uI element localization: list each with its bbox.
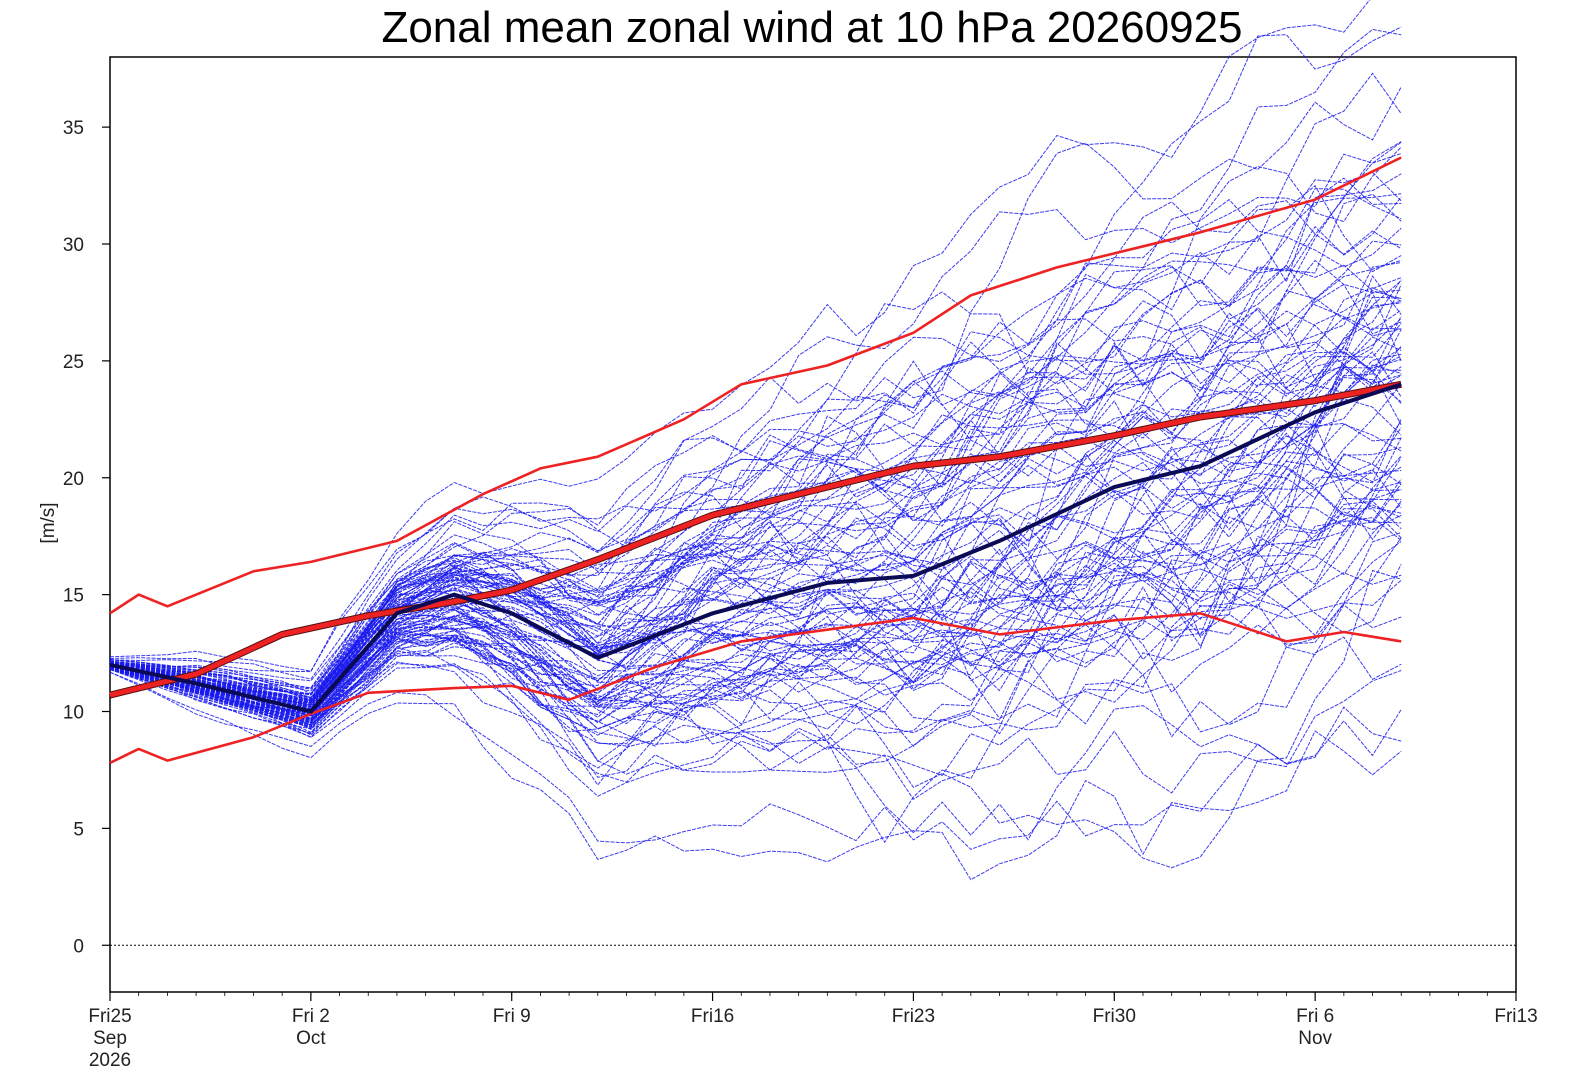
x-tick-label: Fri25 <box>88 1006 131 1027</box>
ensemble-member-line <box>109 541 1402 708</box>
ensemble-member-line <box>109 424 1402 715</box>
ensemble-member-line <box>109 465 1402 731</box>
y-tick-label: 10 <box>63 703 84 724</box>
plot-frame <box>109 56 1517 993</box>
ensemble-member-line <box>109 283 1402 717</box>
x-tick-label: Fri 2 <box>292 1006 330 1027</box>
ensemble-member-line <box>109 671 1402 881</box>
ensemble-member-line <box>109 26 1402 672</box>
ensemble-member-line <box>109 451 1402 720</box>
ensemble-members <box>109 0 1402 881</box>
ensemble-member-line <box>109 367 1402 722</box>
x-tick-label: 2026 <box>89 1050 131 1071</box>
ensemble-member-line <box>109 664 1402 841</box>
ensemble-member-line <box>109 457 1402 844</box>
y-tick-label: 0 <box>73 936 84 957</box>
ensemble-member-line <box>109 437 1402 717</box>
ensemble-member-line <box>109 287 1402 706</box>
ensemble-member-line <box>109 297 1402 706</box>
ensemble-member-line <box>109 355 1402 715</box>
ensemble-member-line <box>109 383 1402 729</box>
x-tick-label: Nov <box>1298 1028 1332 1049</box>
ensemble-member-line <box>109 173 1402 689</box>
ensemble-member-line <box>109 185 1402 682</box>
y-tick-label: 25 <box>63 352 84 373</box>
climatology-mean-outline <box>109 380 1402 699</box>
x-tick-label: Oct <box>296 1028 326 1049</box>
x-tick-label: Sep <box>93 1028 127 1049</box>
ensemble-member-line <box>109 275 1402 705</box>
ensemble-member-line <box>109 602 1402 730</box>
ensemble-member-line <box>109 264 1402 704</box>
ensemble-member-line <box>109 467 1402 733</box>
ensemble-member-line <box>109 188 1402 704</box>
climatology-mean-line <box>109 381 1402 698</box>
ensemble-member-line <box>109 141 1402 680</box>
ensemble-member-line <box>109 289 1402 700</box>
y-tick-label: 15 <box>63 586 84 607</box>
ensemble-member-line <box>109 488 1402 722</box>
y-tick-label: 20 <box>63 469 84 490</box>
ensemble-member-line <box>109 423 1402 716</box>
y-tick-label: 35 <box>63 118 84 139</box>
ensemble-member-line <box>109 315 1402 722</box>
ensemble-member-line <box>109 345 1402 704</box>
ensemble-member-line <box>109 196 1402 702</box>
y-axis: 0 5 10 15 20 25 30 35 <box>63 118 110 957</box>
x-tick-label: Fri16 <box>691 1006 734 1027</box>
ensemble-member-line <box>109 427 1402 728</box>
ensemble-member-line <box>109 418 1402 727</box>
climatology-lower-line <box>109 612 1402 765</box>
ensemble-member-line <box>109 569 1402 869</box>
ensemble-mean-path <box>109 382 1402 714</box>
ensemble-member-line <box>109 508 1402 769</box>
ensemble-member-line <box>109 504 1402 728</box>
ensemble-member-line <box>109 422 1402 707</box>
x-tick-label: Fri 6 <box>1296 1006 1334 1027</box>
ensemble-member-line <box>109 262 1402 712</box>
ensemble-member-line <box>109 537 1402 730</box>
ensemble-member-line <box>109 318 1402 695</box>
climatology-lines <box>109 156 1402 765</box>
ensemble-member-line <box>109 296 1402 695</box>
ensemble-member-line <box>109 72 1402 717</box>
y-axis-label: [m/s] <box>38 502 59 543</box>
x-tick-label: Fri13 <box>1494 1006 1537 1027</box>
ensemble-mean-line <box>109 382 1402 714</box>
chart-title: Zonal mean zonal wind at 10 hPa 20260925 <box>381 3 1242 52</box>
ensemble-member-line <box>109 447 1402 725</box>
ensemble-member-line <box>109 277 1402 704</box>
ensemble-member-line <box>109 198 1402 695</box>
x-tick-label: Fri 9 <box>493 1006 531 1027</box>
climatology-upper-line <box>109 156 1402 615</box>
ensemble-member-line <box>109 505 1402 711</box>
ensemble-member-line <box>109 329 1402 706</box>
x-tick-label: Fri23 <box>892 1006 935 1027</box>
y-tick-label: 30 <box>63 235 84 256</box>
ensemble-member-line <box>109 318 1402 699</box>
ensemble-member-line <box>109 376 1402 708</box>
ensemble-member-line <box>109 353 1402 708</box>
ensemble-member-line <box>109 488 1402 783</box>
ensemble-member-line <box>109 193 1402 689</box>
ensemble-member-line <box>109 549 1402 735</box>
ensemble-member-line <box>109 146 1402 700</box>
ensemble-member-line <box>109 398 1402 714</box>
y-tick-label: 5 <box>73 819 84 840</box>
ensemble-member-line <box>109 495 1402 777</box>
ensemble-member-line <box>109 0 1371 673</box>
ensemble-member-line <box>109 153 1402 690</box>
x-tick-label: Fri30 <box>1093 1006 1136 1027</box>
ensemble-member-line <box>109 260 1402 701</box>
ensemble-member-line <box>109 671 1402 850</box>
